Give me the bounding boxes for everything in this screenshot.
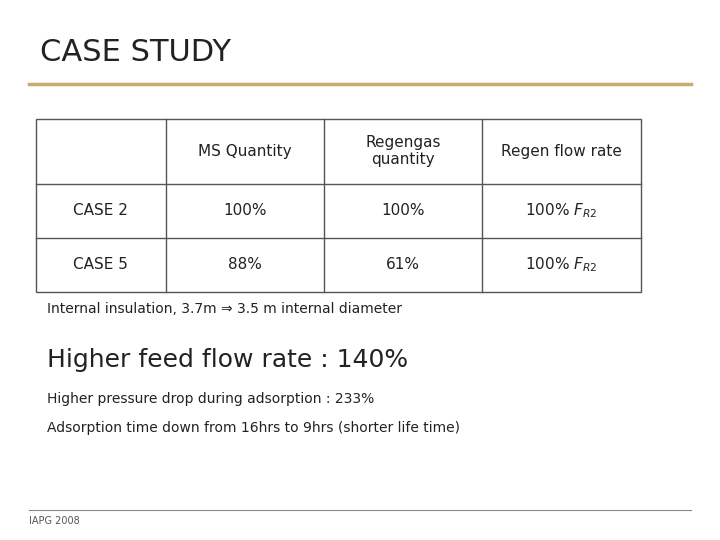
Text: CASE STUDY: CASE STUDY — [40, 38, 230, 67]
Bar — [36, 119, 641, 292]
Text: 100% $F_{R2}$: 100% $F_{R2}$ — [526, 255, 598, 274]
Text: Regengas
quantity: Regengas quantity — [366, 135, 441, 167]
Text: 61%: 61% — [386, 257, 420, 272]
Text: 100%: 100% — [223, 203, 266, 218]
Text: MS Quantity: MS Quantity — [198, 144, 292, 159]
Text: Regen flow rate: Regen flow rate — [501, 144, 622, 159]
Text: Adsorption time down from 16hrs to 9hrs (shorter life time): Adsorption time down from 16hrs to 9hrs … — [47, 421, 460, 435]
Text: CASE 5: CASE 5 — [73, 257, 128, 272]
Text: Higher pressure drop during adsorption : 233%: Higher pressure drop during adsorption :… — [47, 392, 374, 406]
Text: Higher feed flow rate : 140%: Higher feed flow rate : 140% — [47, 348, 408, 372]
Text: CASE 2: CASE 2 — [73, 203, 128, 218]
Text: IAPG 2008: IAPG 2008 — [29, 516, 79, 526]
Text: 100% $F_{R2}$: 100% $F_{R2}$ — [526, 201, 598, 220]
Text: Internal insulation, 3.7m ⇒ 3.5 m internal diameter: Internal insulation, 3.7m ⇒ 3.5 m intern… — [47, 302, 402, 316]
Text: 88%: 88% — [228, 257, 262, 272]
Text: 100%: 100% — [382, 203, 425, 218]
